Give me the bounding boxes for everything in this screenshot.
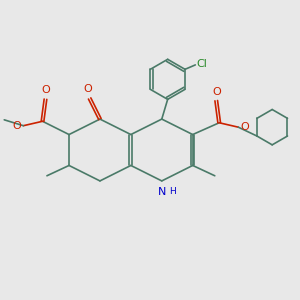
Text: Cl: Cl: [197, 59, 208, 69]
Text: O: O: [12, 121, 21, 131]
Text: N: N: [158, 187, 166, 197]
Text: O: O: [41, 85, 50, 95]
Text: O: O: [212, 87, 220, 97]
Text: O: O: [241, 122, 249, 132]
Text: H: H: [169, 188, 175, 196]
Text: O: O: [83, 84, 92, 94]
